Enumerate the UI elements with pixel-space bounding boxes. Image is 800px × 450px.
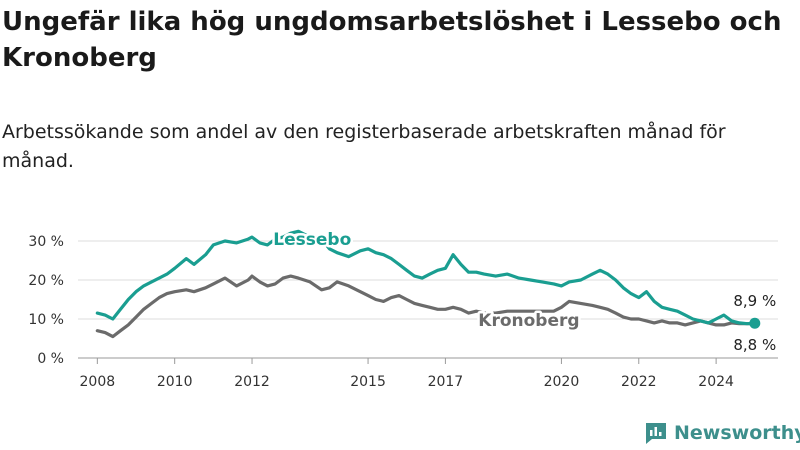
chart-title: Ungefär lika hög ungdomsarbetslöshet i L…: [2, 7, 782, 73]
y-tick-label: 10 %: [28, 312, 64, 328]
y-tick-label: 30 %: [28, 234, 64, 250]
end-label-lessebo-halo: 8,9 %: [733, 292, 776, 310]
end-label-lessebo: 8,9 %: [733, 292, 776, 310]
x-tick-label: 2020: [544, 374, 580, 390]
x-tick-label: 2024: [698, 374, 734, 390]
x-tick-label: 2017: [428, 374, 464, 390]
chart-subtitle: Arbetssökande som andel av den registerb…: [2, 121, 726, 172]
y-tick-label: 0 %: [37, 351, 64, 367]
newsworthy-logo-text: Newsworthy: [674, 422, 800, 444]
x-tick-label: 2015: [350, 374, 386, 390]
series-label-lessebo: Lessebo: [273, 230, 351, 250]
series-label-kronoberg-halo: Kronoberg: [478, 311, 579, 331]
x-tick-label: 2008: [80, 374, 116, 390]
x-tick-label: 2010: [157, 374, 193, 390]
newsworthy-logo-icon: [646, 423, 666, 444]
y-tick-label: 20 %: [28, 273, 64, 289]
x-tick-label: 2022: [621, 374, 657, 390]
end-label-kronoberg-halo: 8,8 %: [733, 336, 776, 354]
series-line-kronoberg: [95, 274, 757, 339]
series-label-kronoberg: Kronoberg: [478, 311, 579, 331]
end-label-kronoberg: 8,8 %: [733, 336, 776, 354]
series-end-point-lessebo: [749, 317, 761, 329]
newsworthy-logo: Newsworthy: [644, 419, 800, 447]
series-label-lessebo-halo: Lessebo: [273, 230, 351, 250]
series-line-lessebo: [95, 229, 757, 326]
x-tick-label: 2012: [234, 374, 270, 390]
